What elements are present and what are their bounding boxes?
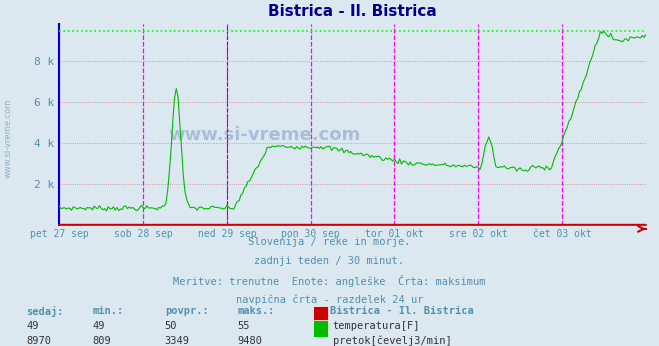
Text: Slovenija / reke in morje.: Slovenija / reke in morje.: [248, 237, 411, 247]
Text: navpična črta - razdelek 24 ur: navpična črta - razdelek 24 ur: [236, 294, 423, 304]
Title: Bistrica - Il. Bistrica: Bistrica - Il. Bistrica: [268, 4, 437, 19]
Text: 809: 809: [92, 336, 111, 346]
Text: 50: 50: [165, 321, 177, 331]
Text: pretok[čevelj3/min]: pretok[čevelj3/min]: [333, 336, 451, 346]
Text: 8970: 8970: [26, 336, 51, 346]
Text: povpr.:: povpr.:: [165, 306, 208, 316]
Text: zadnji teden / 30 minut.: zadnji teden / 30 minut.: [254, 256, 405, 266]
Text: 55: 55: [237, 321, 250, 331]
Text: 3349: 3349: [165, 336, 190, 346]
Text: Bistrica - Il. Bistrica: Bistrica - Il. Bistrica: [330, 306, 473, 316]
Text: sedaj:: sedaj:: [26, 306, 64, 317]
Text: www.si-vreme.com: www.si-vreme.com: [3, 99, 13, 178]
Text: Meritve: trenutne  Enote: angleške  Črta: maksimum: Meritve: trenutne Enote: angleške Črta: …: [173, 275, 486, 287]
Text: www.si-vreme.com: www.si-vreme.com: [169, 126, 360, 144]
Text: min.:: min.:: [92, 306, 123, 316]
Text: 49: 49: [92, 321, 105, 331]
Text: maks.:: maks.:: [237, 306, 275, 316]
Text: temperatura[F]: temperatura[F]: [333, 321, 420, 331]
Text: 49: 49: [26, 321, 39, 331]
Text: 9480: 9480: [237, 336, 262, 346]
